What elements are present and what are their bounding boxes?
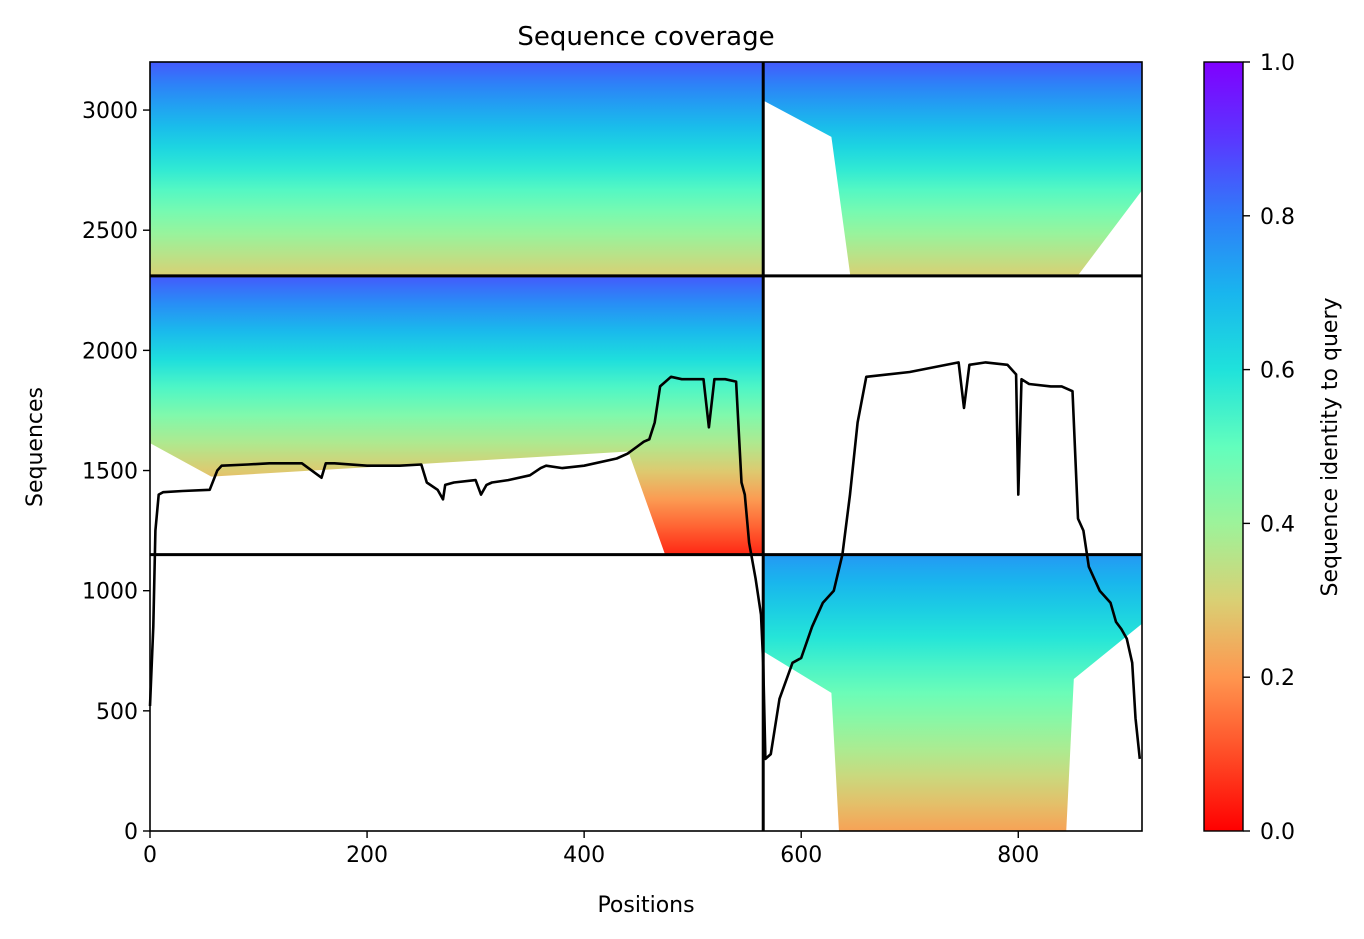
- colorbar-tick-label: 1.0: [1260, 51, 1295, 76]
- y-tick-label: 2500: [82, 219, 138, 244]
- y-axis-label: Sequences: [23, 387, 48, 507]
- chart-title: Sequence coverage: [517, 22, 774, 52]
- plot-area-frame: [149, 61, 1143, 832]
- y-tick-label: 0: [124, 820, 138, 845]
- colorbar-tick-label: 0.0: [1260, 820, 1295, 845]
- y-tick-label: 1500: [82, 460, 138, 485]
- x-axis: 0 200 400 600 800: [143, 831, 1039, 868]
- x-tick-label: 400: [563, 843, 605, 868]
- coverage-block-0: [150, 62, 764, 276]
- coverage-blocks: [150, 62, 1142, 831]
- x-tick-label: 600: [780, 843, 822, 868]
- colorbar-ticks: 0.0 0.2 0.4 0.6 0.8 1.0: [1243, 51, 1295, 845]
- y-tick-label: 3000: [82, 99, 138, 124]
- coverage-block-2: [150, 275, 764, 555]
- y-tick-label: 2000: [82, 339, 138, 364]
- coverage-line-layer: [148, 361, 1142, 761]
- coverage-line: [148, 361, 1142, 761]
- colorbar-tick-label: 0.8: [1260, 205, 1295, 230]
- x-tick-label: 800: [997, 843, 1039, 868]
- colorbar-tick-label: 0.6: [1260, 359, 1295, 384]
- coverage-block-5: [763, 554, 1142, 831]
- colorbar-tick-label: 0.2: [1260, 666, 1295, 691]
- y-axis: 0 500 1000 1500 2000 2500 3000: [82, 99, 150, 845]
- x-tick-label: 200: [346, 843, 388, 868]
- y-tick-label: 500: [96, 700, 138, 725]
- x-axis-label: Positions: [597, 893, 694, 918]
- colorbar-tick-label: 0.4: [1260, 512, 1295, 537]
- colorbar: [1203, 61, 1244, 832]
- x-tick-label: 0: [143, 843, 157, 868]
- coverage-block-1: [763, 62, 1142, 276]
- colorbar-label: Sequence identity to query: [1318, 297, 1343, 596]
- y-tick-label: 1000: [82, 580, 138, 605]
